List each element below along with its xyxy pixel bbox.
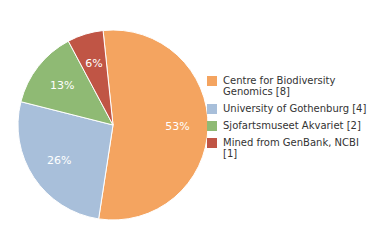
svg-text:6%: 6% <box>85 57 102 70</box>
html-text:Sjofartsmuseet Akvariet [2]: Sjofartsmuseet Akvariet [2] <box>223 120 361 131</box>
svg-text:26%: 26% <box>47 154 71 167</box>
html-text:Mined from GenBank, NCBI [1]: Mined from GenBank, NCBI [1] <box>223 137 359 159</box>
html-text:Genomics [8]: Genomics [8] <box>223 86 290 97</box>
html-text:Centre for Biodiversity: Centre for Biodiversity <box>223 75 336 86</box>
svg-text:53%: 53% <box>165 120 189 133</box>
svg-text:13%: 13% <box>50 79 74 92</box>
html-text:University of Gothenburg [4]: University of Gothenburg [4] <box>223 103 367 114</box>
